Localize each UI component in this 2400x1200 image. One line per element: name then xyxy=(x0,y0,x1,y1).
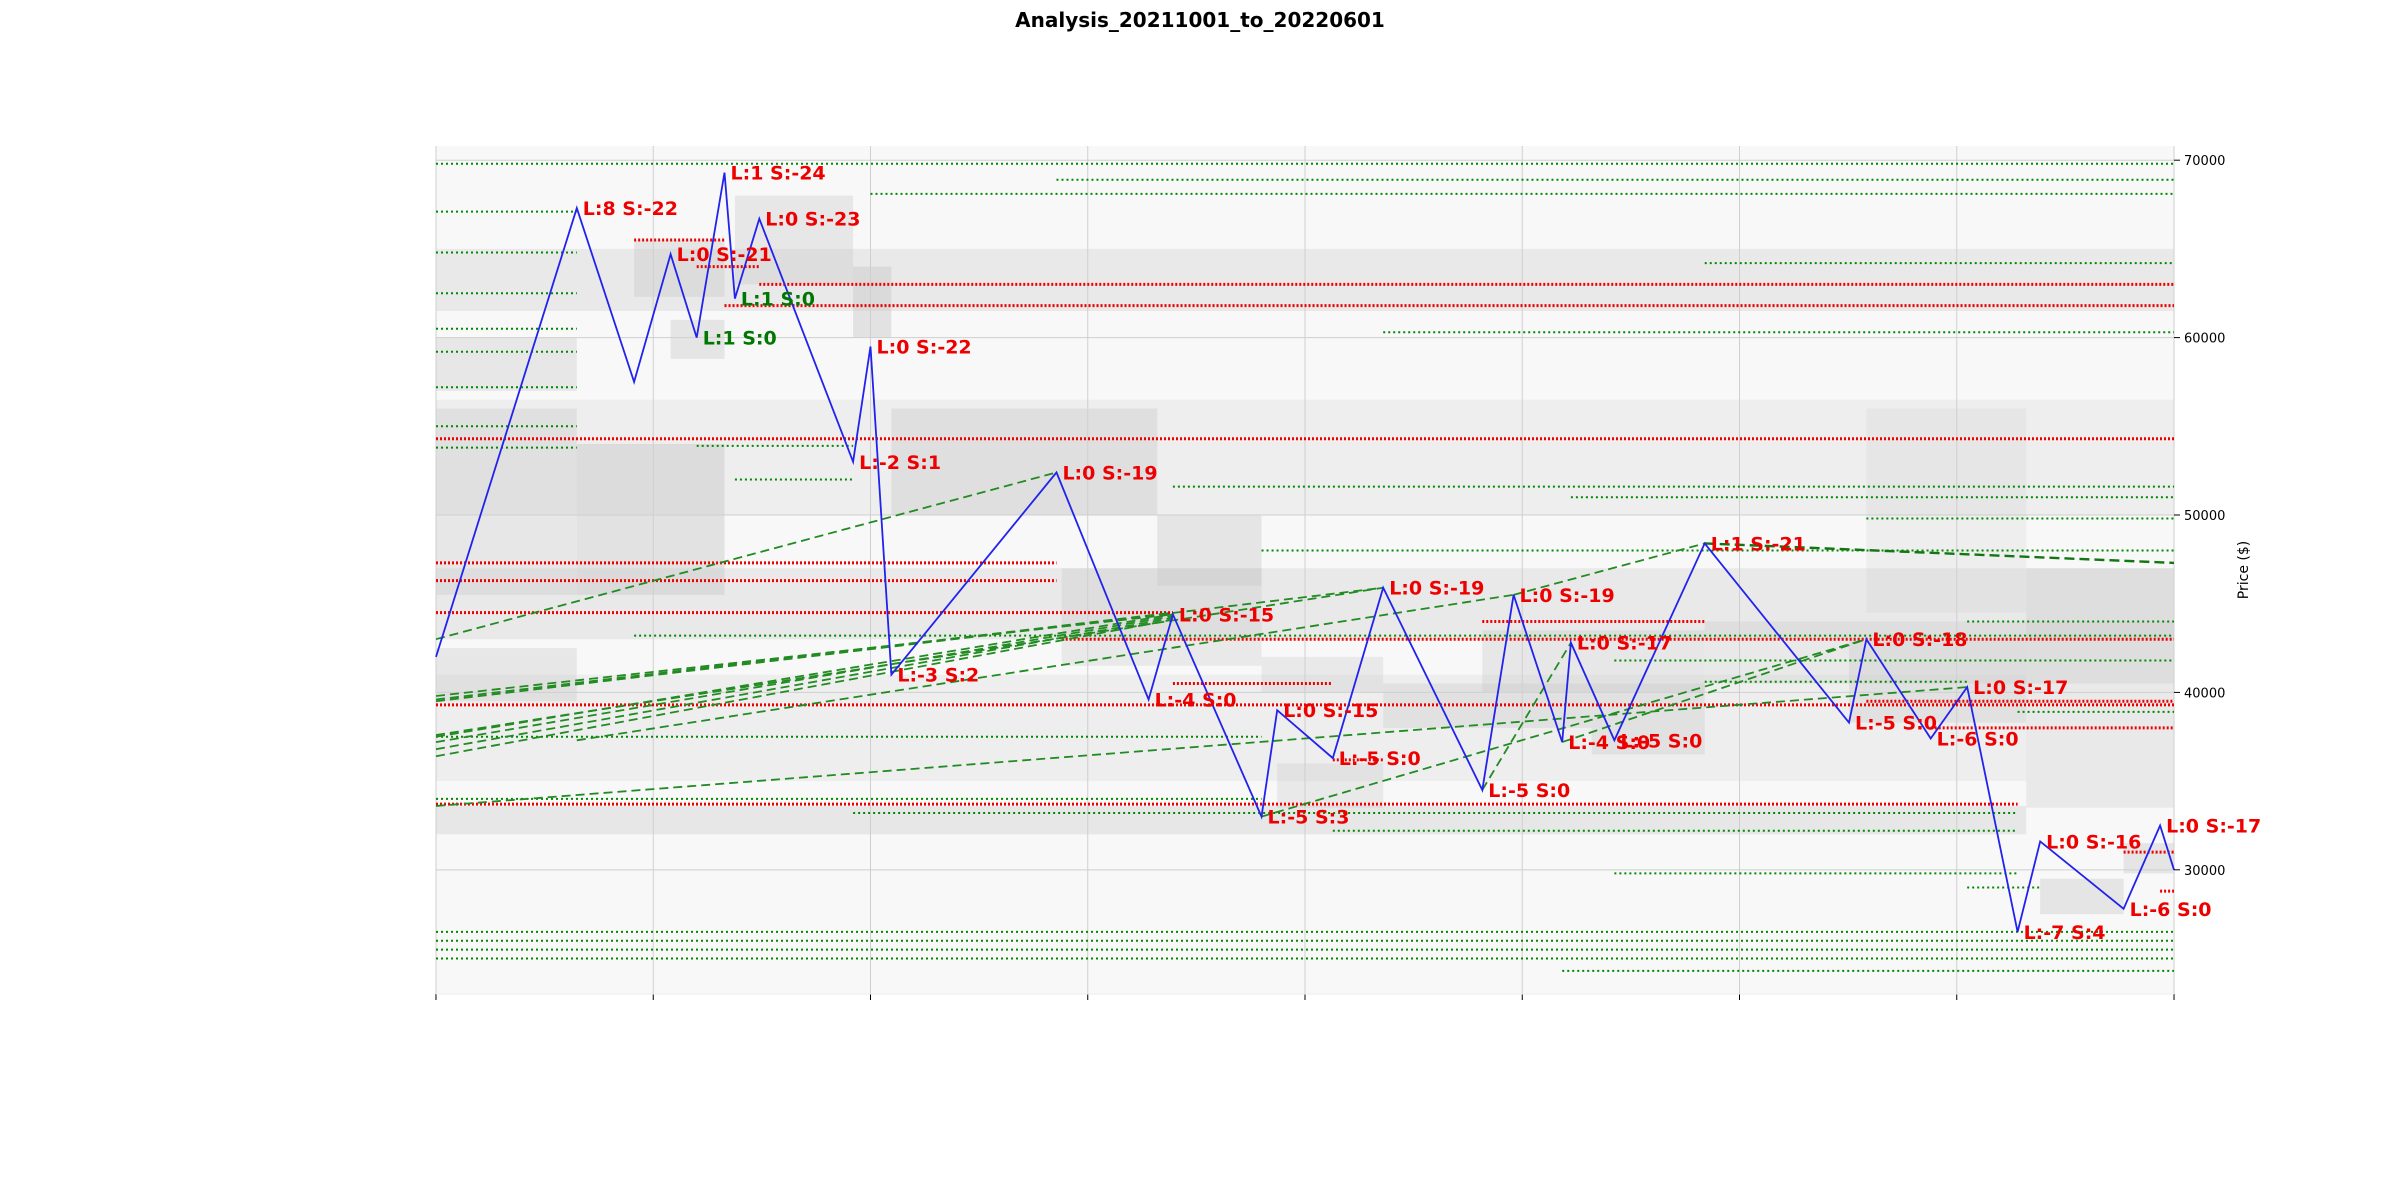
trend-line xyxy=(435,615,1174,743)
price-zone xyxy=(634,240,725,297)
price-zone xyxy=(1591,683,1705,755)
pivot-label: L:-2 S:1 xyxy=(859,452,941,474)
pivot-label: L:-5 S:0 xyxy=(1339,748,1421,770)
pivot-label: L:0 S:-21 xyxy=(677,244,772,266)
trend-line xyxy=(435,686,1968,807)
pivot-label: L:1 S:-21 xyxy=(1711,533,1806,555)
pivot-label: L:0 S:-15 xyxy=(1179,604,1274,626)
y-tick-label: 30000 xyxy=(2184,864,2225,879)
price-zone xyxy=(1277,763,1384,808)
price-zone xyxy=(734,195,854,285)
trend-line xyxy=(435,471,1057,641)
pivot-label: L:0 S:-15 xyxy=(1283,700,1378,722)
pivot-label: L:0 S:-19 xyxy=(1062,462,1157,484)
pivot-label: L:8 S:-22 xyxy=(583,198,678,220)
price-zone xyxy=(436,337,577,391)
trend-line xyxy=(435,618,1174,758)
price-zone xyxy=(2040,878,2124,915)
y-axis-label: Price ($) xyxy=(2236,541,2252,599)
price-zone xyxy=(891,408,1158,516)
trend-line xyxy=(435,586,1384,703)
pivot-label: L:-5 S:3 xyxy=(1268,807,1350,829)
pivot-label: L:0 S:-17 xyxy=(1577,633,1672,655)
axis-layer: 30000 40000 50000 60000 70000 xyxy=(435,154,2225,1000)
trend-line xyxy=(576,593,1514,742)
y-tick-label: 60000 xyxy=(2184,332,2225,347)
y-tick-label: 50000 xyxy=(2184,509,2225,524)
pivot-label: L:-5 S:0 xyxy=(1488,780,1570,802)
pivot-label: L:-5 S:0 xyxy=(1620,730,1702,752)
y-tick-label: 40000 xyxy=(2184,686,2225,701)
price-zone xyxy=(1261,656,1384,693)
price-zone xyxy=(1848,639,2027,723)
trend-line xyxy=(1481,642,1572,791)
pivot-label: L:0 S:-17 xyxy=(1973,677,2068,699)
pivot-label: L:-3 S:2 xyxy=(897,665,979,687)
trend-line xyxy=(435,586,1384,736)
trend-line xyxy=(1513,542,1705,596)
pivot-label: L:1 S:-24 xyxy=(731,163,826,185)
pivot-labels-layer: L:8 S:-22 L:0 S:-21 L:1 S:0 L:1 S:-24 L:1 S:… xyxy=(583,163,2261,944)
price-zone xyxy=(2026,568,2174,808)
pivot-label: L:-7 S:4 xyxy=(2024,922,2106,944)
grid-layer xyxy=(435,146,2175,994)
pivot-label: L:-5 S:0 xyxy=(1855,713,1937,735)
pivot-label: L:1 S:0 xyxy=(741,289,815,311)
price-zone xyxy=(436,805,2027,835)
price-zone xyxy=(1704,621,2174,684)
price-zone xyxy=(576,444,725,595)
pivot-label: L:0 S:-19 xyxy=(1389,578,1484,600)
pivot-label: L:-6 S:0 xyxy=(1937,729,2019,751)
trend-line xyxy=(435,613,1174,738)
pivot-label: L:-4 S:0 xyxy=(1568,732,1650,754)
price-zone xyxy=(2123,843,2174,874)
pivot-label: L:-4 S:0 xyxy=(1155,690,1237,712)
pivot-label: L:0 S:-19 xyxy=(1520,585,1615,607)
pivot-label: L:0 S:-22 xyxy=(877,336,972,358)
levels-layer xyxy=(436,162,2174,972)
pivot-label: L:0 S:-16 xyxy=(2046,831,2141,853)
price-zone xyxy=(670,319,725,359)
y-tick-label: 70000 xyxy=(2184,154,2225,169)
price-layer xyxy=(435,172,2175,933)
pivot-label: L:0 S:-23 xyxy=(765,209,860,231)
chart-title: Analysis_20211001_to_20220601 xyxy=(1015,8,1385,32)
main-trend-line xyxy=(1704,542,2175,565)
pivot-label: L:0 S:-18 xyxy=(1872,629,1967,651)
pivot-label: L:1 S:0 xyxy=(703,328,777,350)
price-line xyxy=(435,172,2175,933)
trend-line xyxy=(1561,638,1867,743)
price-zone xyxy=(853,266,892,338)
price-zone xyxy=(1157,515,1262,586)
price-zone xyxy=(1866,408,2027,613)
pivot-label: L:-6 S:0 xyxy=(2130,899,2212,921)
pivot-label: L:0 S:-17 xyxy=(2166,815,2261,837)
